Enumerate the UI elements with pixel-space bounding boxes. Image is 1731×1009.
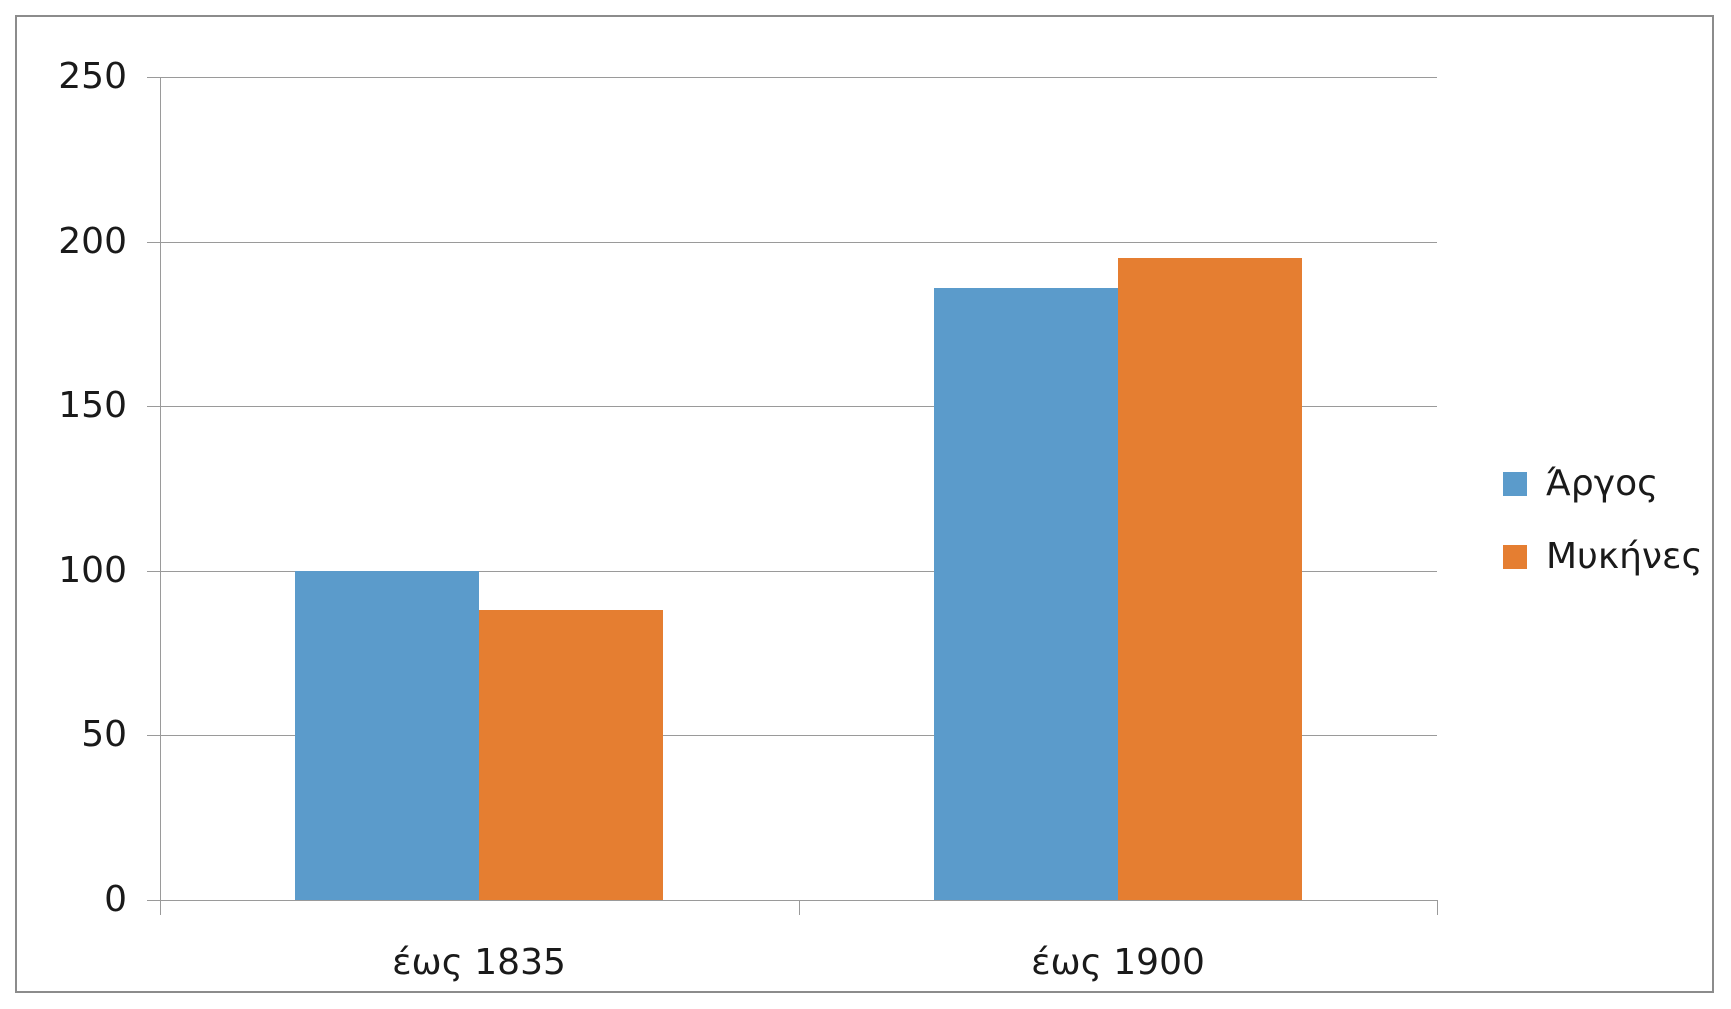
legend-item-Άργος: Άργος <box>1503 463 1703 505</box>
x-axis-tick-0 <box>160 900 161 915</box>
x-axis-baseline <box>160 900 1437 901</box>
y-axis-label-0: 0 <box>104 879 127 920</box>
plot-area: 0 50 100 150 200 250 έως 1835 έως 1900 <box>58 59 1438 981</box>
y-axis-tick-0 <box>147 900 160 901</box>
y-axis-label-50: 50 <box>81 714 127 755</box>
y-axis-tick-50 <box>147 735 160 736</box>
gridline-50 <box>160 735 1437 736</box>
y-axis-tick-250 <box>147 77 160 78</box>
bar-Μυκήνες-έως 1900 <box>1118 258 1302 900</box>
x-axis-tick-1 <box>799 900 800 915</box>
gridline-250 <box>160 77 1437 78</box>
y-axis-tick-100 <box>147 571 160 572</box>
y-axis-tick-200 <box>147 242 160 243</box>
y-axis-label-100: 100 <box>58 550 127 591</box>
y-axis-label-150: 150 <box>58 385 127 426</box>
bar-Μυκήνες-έως 1835 <box>479 610 663 900</box>
gridline-100 <box>160 571 1437 572</box>
legend-swatch-square-icon <box>1503 472 1527 496</box>
bar-Άργος-έως 1835 <box>295 571 479 900</box>
y-axis-label-200: 200 <box>58 221 127 262</box>
x-axis-category-label-1: έως 1900 <box>1031 942 1205 983</box>
chart-frame: 0 50 100 150 200 250 έως 1835 έως 1900 Άργος Μυκ… <box>15 15 1714 993</box>
x-axis-tick-2 <box>1437 900 1438 915</box>
chart-legend: Άργος Μυκήνες <box>1503 463 1703 609</box>
legend-swatch-square-icon <box>1503 545 1527 569</box>
legend-label: Μυκήνες <box>1546 536 1703 577</box>
legend-item-Μυκήνες: Μυκήνες <box>1503 536 1703 578</box>
x-axis-category-label-0: έως 1835 <box>392 942 566 983</box>
y-axis-label-250: 250 <box>58 56 127 97</box>
y-axis-line <box>160 77 161 915</box>
bar-Άργος-έως 1900 <box>934 288 1118 900</box>
gridline-150 <box>160 406 1437 407</box>
legend-label: Άργος <box>1546 463 1659 504</box>
y-axis-tick-150 <box>147 406 160 407</box>
gridline-200 <box>160 242 1437 243</box>
